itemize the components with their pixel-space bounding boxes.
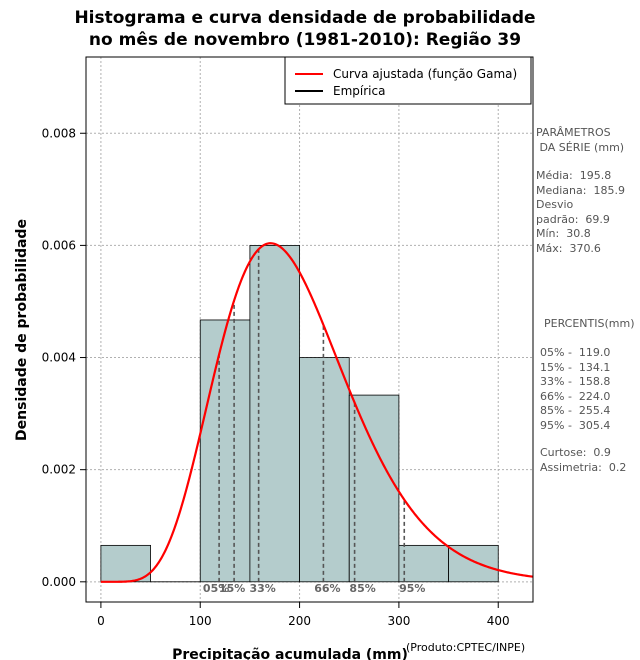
percentile-label: 85% — [349, 582, 375, 595]
parametros-values: Média: 195.8 Mediana: 185.9 Desvio padrã… — [536, 169, 625, 255]
percentile-label: 95% — [399, 582, 425, 595]
histogram-bar — [249, 244, 300, 583]
percentile-label: 15% — [219, 582, 245, 595]
legend-label: Empírica — [333, 84, 385, 98]
y-axis-title: Densidade de probabilidade — [14, 219, 30, 441]
percentile-label: 66% — [314, 582, 340, 595]
chart-title-line-1: Histograma e curva densidade de probabil… — [74, 8, 536, 28]
y-tick-label: 0.008 — [42, 126, 76, 140]
stats-extra-values: Curtose: 0.9 Assimetria: 0.2 — [540, 446, 627, 474]
histogram-bar — [398, 544, 449, 583]
legend-box — [284, 56, 532, 105]
x-tick-label: 0 — [97, 614, 105, 628]
percentile-label: 05% — [203, 582, 229, 595]
histogram-bar — [100, 544, 151, 583]
x-tick-label: 400 — [487, 614, 510, 628]
chart-title-line-2: no mês de novembro (1981-2010): Região 3… — [88, 30, 522, 50]
parametros-title: PARÂMETROS DA SÉRIE (mm) — [536, 126, 625, 154]
y-tick-label: 0.006 — [42, 238, 76, 252]
y-tick-label: 0.000 — [42, 575, 76, 589]
y-tick-label: 0.004 — [42, 351, 76, 365]
percentis-values: 05% - 119.0 15% - 134.1 33% - 158.8 66% … — [540, 346, 611, 432]
histogram-bar — [348, 394, 400, 583]
legend-label: Curva ajustada (função Gama) — [333, 67, 517, 81]
histogram-bar — [299, 357, 350, 583]
histogram-bar — [199, 319, 251, 583]
product-credit: (Produto:CPTEC/INPE) — [406, 641, 526, 654]
y-tick-label: 0.002 — [42, 463, 76, 477]
x-tick-label: 200 — [288, 614, 311, 628]
percentis-title: PERCENTIS(mm) — [544, 317, 635, 330]
gamma-fit-curve — [100, 242, 533, 583]
x-axis-title: Precipitação acumulada (mm) — [172, 647, 408, 660]
x-tick-label: 100 — [189, 614, 212, 628]
percentile-label: 33% — [249, 582, 275, 595]
x-tick-label: 300 — [387, 614, 410, 628]
